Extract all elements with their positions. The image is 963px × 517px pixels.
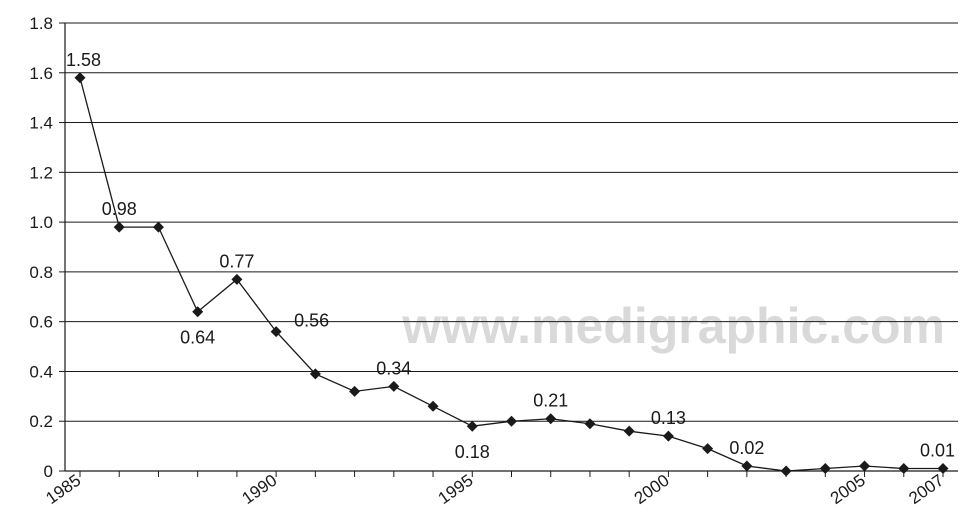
data-label: 0.56 <box>294 311 329 331</box>
x-tick-label: 1990 <box>239 471 281 508</box>
data-labels: 1.58 0.98 0.64 0.77 0.56 0.34 0.18 0.21 0.13 0.02… <box>66 50 955 462</box>
data-label: 0.01 <box>920 441 955 461</box>
data-label: 0.02 <box>729 438 764 458</box>
y-tick-label: 0.4 <box>29 362 53 381</box>
y-tick-label: 1.4 <box>29 114 53 133</box>
data-point-marker <box>859 460 871 472</box>
y-tick-label: 1.8 <box>29 14 53 33</box>
data-point-marker <box>662 430 674 442</box>
data-label: 0.13 <box>651 408 686 428</box>
data-point-marker <box>388 380 400 392</box>
y-axis-ticks: 0 0.2 0.4 0.6 0.8 1.0 1.2 1.4 1.6 1.8 <box>29 14 53 481</box>
data-label: 0.21 <box>533 391 568 411</box>
axes <box>59 22 958 477</box>
data-label: 0.34 <box>376 358 411 378</box>
data-point-marker <box>152 221 164 233</box>
data-point-marker <box>506 415 517 427</box>
data-point-marker <box>898 463 910 475</box>
data-label: 0.98 <box>102 199 137 219</box>
data-point-marker <box>466 420 478 432</box>
series-line <box>79 77 943 472</box>
y-tick-label: 1.6 <box>29 64 53 83</box>
data-point-marker <box>427 400 439 412</box>
y-tick-label: 0.2 <box>29 412 53 431</box>
data-point-marker <box>702 443 714 455</box>
data-series <box>74 72 949 477</box>
y-tick-label: 1.2 <box>29 163 53 182</box>
data-point-marker <box>231 273 243 285</box>
data-point-marker <box>113 221 125 233</box>
gridlines <box>65 22 958 472</box>
x-tick-label: 2007 <box>905 471 947 508</box>
data-point-marker <box>270 326 282 338</box>
data-point-marker <box>623 425 635 437</box>
data-point-marker <box>349 385 361 397</box>
x-tick-label: 2000 <box>631 471 673 508</box>
data-point-marker <box>309 368 321 380</box>
data-label: 0.18 <box>455 442 490 462</box>
data-point-marker <box>741 460 753 472</box>
data-point-marker <box>192 306 204 318</box>
x-axis-ticks: 1985 1990 1995 2000 2005 2007 <box>42 471 947 508</box>
data-label: 0.77 <box>219 251 254 271</box>
watermark-text: www.medigraphic.com <box>401 298 945 354</box>
y-tick-label: 1.0 <box>29 213 53 232</box>
data-point-marker <box>780 465 792 477</box>
data-point-marker <box>545 413 557 425</box>
y-tick-label: 0.8 <box>29 263 53 282</box>
data-label: 1.58 <box>66 50 101 70</box>
data-point-marker <box>937 463 949 475</box>
y-tick-label: 0 <box>44 462 53 481</box>
data-point-marker <box>819 463 831 475</box>
data-point-marker <box>74 72 86 84</box>
data-point-marker <box>584 418 596 430</box>
x-tick-label: 2005 <box>827 471 869 508</box>
y-tick-label: 0.6 <box>29 313 53 332</box>
data-label: 0.64 <box>180 328 215 348</box>
x-tick-label: 1995 <box>435 471 477 508</box>
